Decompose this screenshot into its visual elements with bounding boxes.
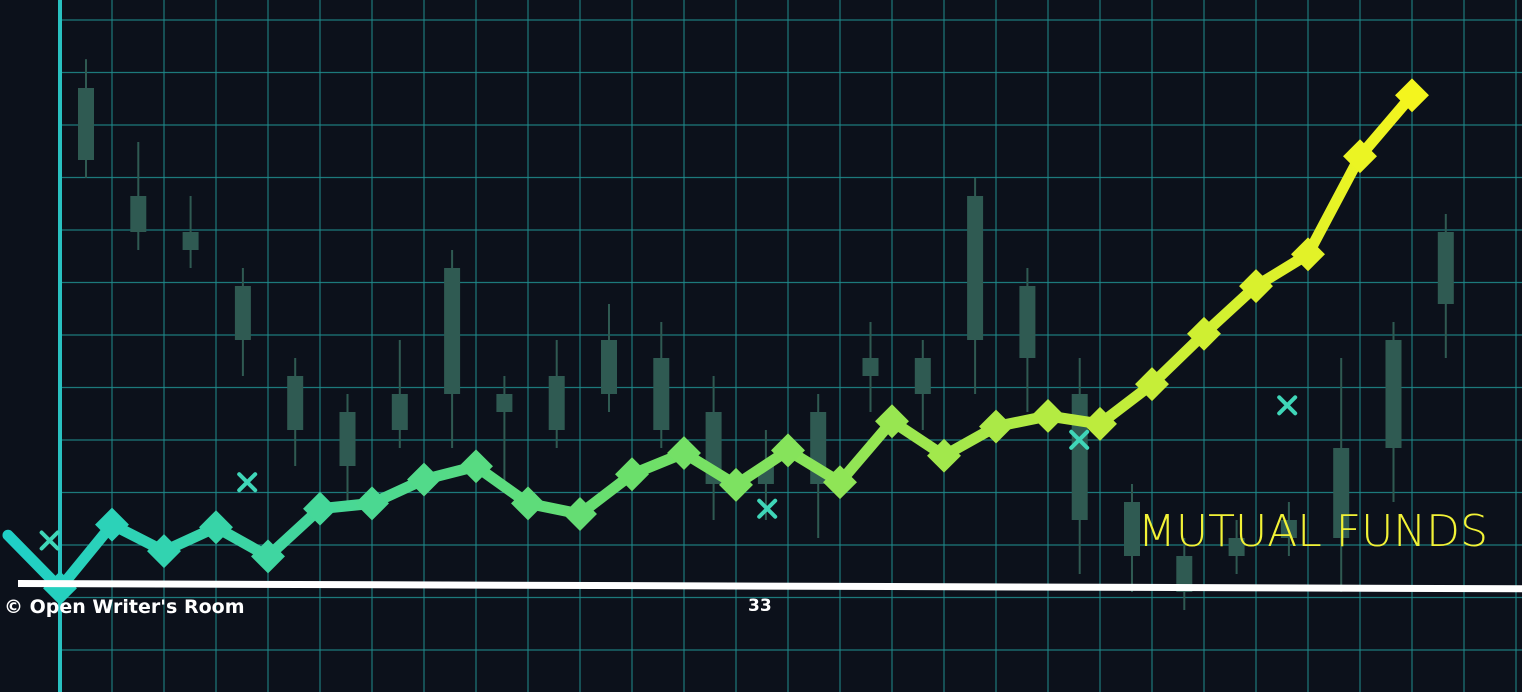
trend-polyline [2,89,1418,594]
candle-body [1228,538,1245,556]
candle-body [914,358,931,394]
candle-body [653,358,670,430]
trend-line [2,78,1429,606]
candle-body [182,232,199,250]
trend-point [1187,316,1221,351]
candle-body [601,340,617,394]
candle-body [234,286,251,340]
candle-body [130,196,147,232]
candlesticks [78,59,1454,610]
candle-body [391,394,408,430]
trend-point [1291,237,1325,272]
slide-title: MUTUAL FUNDS [1137,506,1488,557]
candle-body [967,196,984,340]
candle-body [1124,502,1140,556]
candle-body [78,88,94,160]
candle-body [862,358,879,376]
trend-point [1083,406,1117,441]
cross-stroke [237,472,258,493]
trend-point [927,438,961,473]
trend-point [771,433,805,468]
trend-point [823,465,857,500]
candle-body [1333,448,1350,538]
cross-marker [1069,429,1090,450]
cross-markers [39,395,1298,551]
candle-body [548,376,565,430]
trend-point [563,497,597,531]
trend-point [667,436,701,471]
cross-marker [1277,395,1298,416]
cross-stroke [1277,395,1298,416]
candle-body [339,412,356,466]
candle-body [1437,232,1454,304]
candle-body [1071,394,1088,520]
trend-point [1395,78,1429,113]
candle-body [1280,520,1297,538]
cross-stroke [1069,429,1090,450]
trend-point [875,404,909,439]
copyright-text: © Open Writer's Room [4,596,245,618]
trend-point [303,491,337,526]
cross-marker [39,530,60,551]
trend-point [199,510,233,545]
trend-point [355,486,389,521]
trend-point [979,409,1013,444]
trend-point [1135,367,1169,402]
trend-point [407,462,441,497]
candle-body [1019,286,1036,358]
trend-point [615,457,649,492]
trend-point [147,534,181,569]
cross-stroke [39,530,60,551]
trend-point [459,449,493,484]
candle-body [287,376,304,430]
candle-body [1385,340,1402,448]
trend-point [1343,139,1377,174]
candle-body [444,268,461,394]
trend-point [1031,398,1065,433]
candle-body [496,394,513,412]
trend-point [719,467,753,502]
trend-point [511,486,545,521]
page-number: 33 [748,596,772,616]
cross-marker [237,472,258,493]
grid-lines [58,0,1522,692]
cross-stroke [757,498,778,519]
trend-point [1239,269,1273,304]
candle-body [1176,556,1193,592]
cross-marker [757,498,778,519]
